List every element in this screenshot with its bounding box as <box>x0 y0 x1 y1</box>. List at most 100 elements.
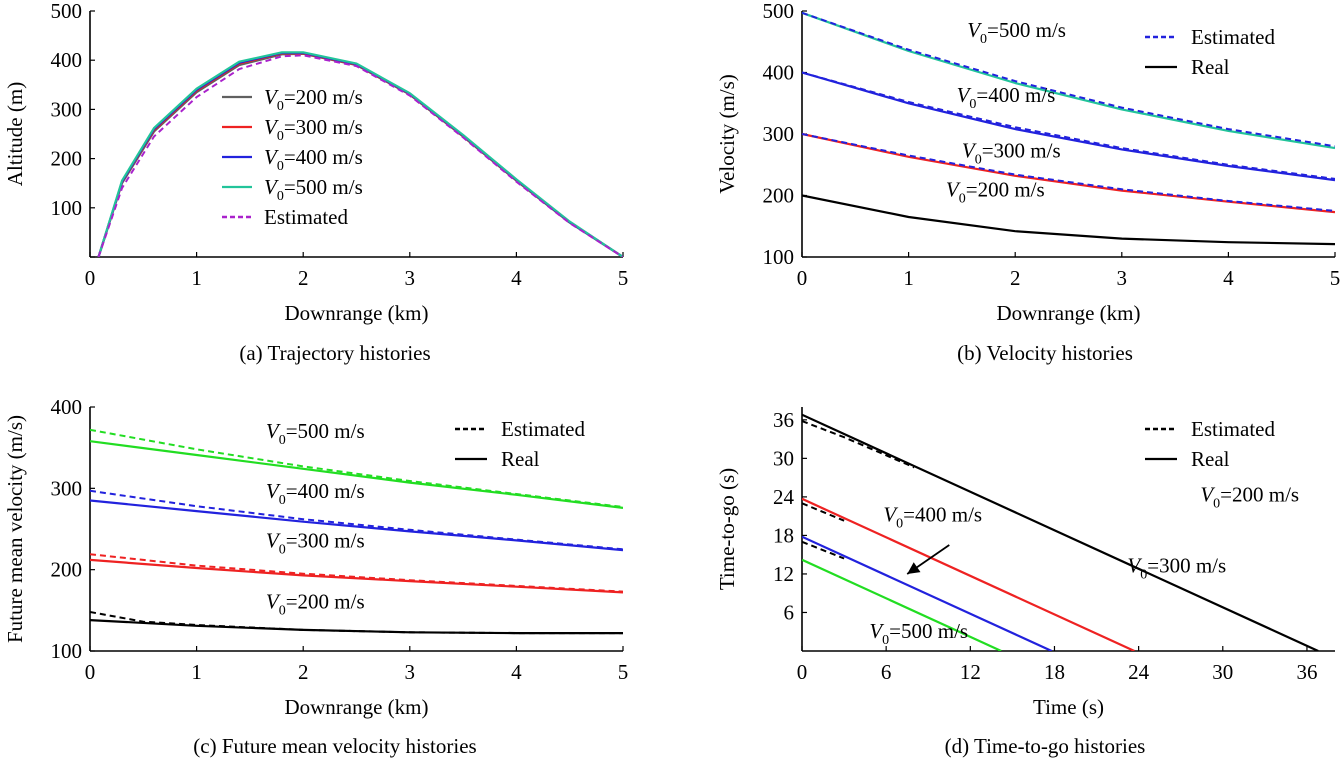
series-line-v0-400-m-s-real <box>802 535 1053 651</box>
series-line-v0-200-m-s-estimated <box>802 420 915 469</box>
x-tick-label: 36 <box>1296 660 1317 684</box>
y-tick-label: 300 <box>51 97 83 121</box>
legend-subscript: 0 <box>277 99 284 114</box>
x-tick-label: 5 <box>618 266 629 290</box>
panel-caption: (c) Future mean velocity histories <box>193 734 476 758</box>
series-line-v0-300-m-s-real <box>802 497 1135 651</box>
annotation-subscript: 0 <box>975 152 982 167</box>
annotation-label: V0=300 m/s <box>266 529 365 558</box>
annotation-label: V0=200 m/s <box>946 178 1045 207</box>
annotation-text: =300 m/s <box>286 529 365 553</box>
y-tick-label: 400 <box>51 395 83 419</box>
y-tick-label: 36 <box>773 408 794 432</box>
legend-label: V0=500 m/s <box>264 175 363 204</box>
panel-a: 0 1 2 3 4 5 100 200 300 400 500 Downrange (km) Altit… <box>3 0 628 365</box>
series-line-v0-200-m-s-real <box>802 194 1335 246</box>
series-line-v0-400-m-s-estimated <box>802 71 1335 180</box>
series-line-v0-300-m-s-estimated <box>90 553 623 593</box>
annotation-text: =300 m/s <box>982 138 1061 162</box>
panel-c: 0 1 2 3 4 5 100 200 300 400 Downrange (km) Future m… <box>3 395 628 758</box>
x-tick-label: 30 <box>1212 660 1233 684</box>
x-tick-label: 4 <box>1223 266 1234 290</box>
annotation-text: =200 m/s <box>286 590 365 614</box>
y-axis-label: Time-to-go (s) <box>715 468 739 590</box>
series-group <box>90 428 623 635</box>
annotation-symbol: V <box>957 83 972 107</box>
annotation-subscript: 0 <box>1213 496 1220 511</box>
x-tick-label: 24 <box>1128 660 1150 684</box>
annotation-label: V0=400 m/s <box>957 83 1056 112</box>
legend-symbol: V <box>264 175 279 199</box>
panel-caption: (b) Velocity histories <box>957 341 1133 365</box>
annotation-subscript: 0 <box>279 433 286 448</box>
annotation-label: V0=400 m/s <box>883 502 982 531</box>
annotation-symbol: V <box>869 619 884 643</box>
series-line-v0-300-m-s-real <box>802 132 1335 214</box>
legend-subscript: 0 <box>277 129 284 144</box>
x-tick-label: 0 <box>85 266 96 290</box>
x-tick-label: 0 <box>797 660 808 684</box>
annotation-label: V0=200 m/s <box>266 590 365 619</box>
y-tick-label: 300 <box>763 122 795 146</box>
annotation-subscript: 0 <box>279 493 286 508</box>
y-tick-label: 400 <box>763 61 795 85</box>
x-tick-label: 3 <box>1117 266 1128 290</box>
annotation-subscript: 0 <box>1140 568 1147 583</box>
annotation-text: =400 m/s <box>976 83 1055 107</box>
annotation-subscript: 0 <box>969 97 976 112</box>
series-line-v0-200-m-s-real <box>90 619 623 635</box>
x-axis-label: Downrange (km) <box>996 301 1140 325</box>
annotation-label: V0=200 m/s <box>1200 482 1299 511</box>
y-tick-label: 500 <box>763 0 795 23</box>
panel-caption: (a) Trajectory histories <box>239 341 430 365</box>
x-tick-label: 12 <box>960 660 981 684</box>
legend-symbol: V <box>264 145 279 169</box>
x-tick-label: 0 <box>85 660 96 684</box>
legend: Estimated Real <box>1145 25 1275 79</box>
annotation-label: V0=300 m/s <box>1127 554 1226 583</box>
annotation-symbol: V <box>266 479 281 503</box>
y-tick-label: 200 <box>51 147 83 171</box>
annotation-label: V0=500 m/s <box>967 18 1066 47</box>
annotation-label: V0=400 m/s <box>266 479 365 508</box>
x-tick-label: 2 <box>1010 266 1021 290</box>
annotation-symbol: V <box>1127 554 1142 578</box>
series-line-v0-300-m-s-estimated <box>802 502 845 522</box>
annotation-label: V0=500 m/s <box>266 419 365 448</box>
annotation-arrow-head <box>907 562 921 574</box>
legend-label: V0=300 m/s <box>264 115 363 144</box>
annotation-symbol: V <box>946 178 961 202</box>
annotation-subscript: 0 <box>882 633 889 648</box>
annotation-text: =200 m/s <box>1220 482 1299 506</box>
annotation-symbol: V <box>266 590 281 614</box>
x-tick-label: 0 <box>797 266 808 290</box>
legend-label: Estimated <box>264 205 348 229</box>
x-tick-label: 18 <box>1044 660 1065 684</box>
series-line-v0-400-m-s-estimated <box>802 540 845 560</box>
x-tick-label: 3 <box>405 660 416 684</box>
y-axis-label: Velocity (m/s) <box>715 74 739 194</box>
series-line-v0-200-m-s-estimated <box>90 611 623 635</box>
y-tick-label: 30 <box>773 446 794 470</box>
y-tick-label: 100 <box>51 639 83 663</box>
series-line-v0-400-m-s-real <box>90 499 623 552</box>
x-tick-label: 1 <box>191 660 202 684</box>
annotation-symbol: V <box>266 419 281 443</box>
legend-label: Estimated <box>1191 417 1275 441</box>
annotation-symbol: V <box>266 529 281 553</box>
x-tick-label: 5 <box>1330 266 1341 290</box>
annotation-symbol: V <box>962 138 977 162</box>
x-tick-label: 4 <box>511 266 522 290</box>
y-tick-label: 400 <box>51 48 83 72</box>
panel-b: 0 1 2 3 4 5 100 200 300 400 500 Downrange (km) Veloc… <box>715 0 1340 365</box>
x-tick-label: 1 <box>903 266 914 290</box>
legend-text: =400 m/s <box>284 145 363 169</box>
series-line-v0-500-m-s-estimated <box>90 428 623 508</box>
y-tick-label: 12 <box>773 562 794 586</box>
y-tick-label: 200 <box>763 184 795 208</box>
series-line-v0-500-m-s-real <box>90 440 623 509</box>
y-axis-label: Altitude (m) <box>3 82 27 186</box>
legend-text: =500 m/s <box>284 175 363 199</box>
x-tick-label: 4 <box>511 660 522 684</box>
